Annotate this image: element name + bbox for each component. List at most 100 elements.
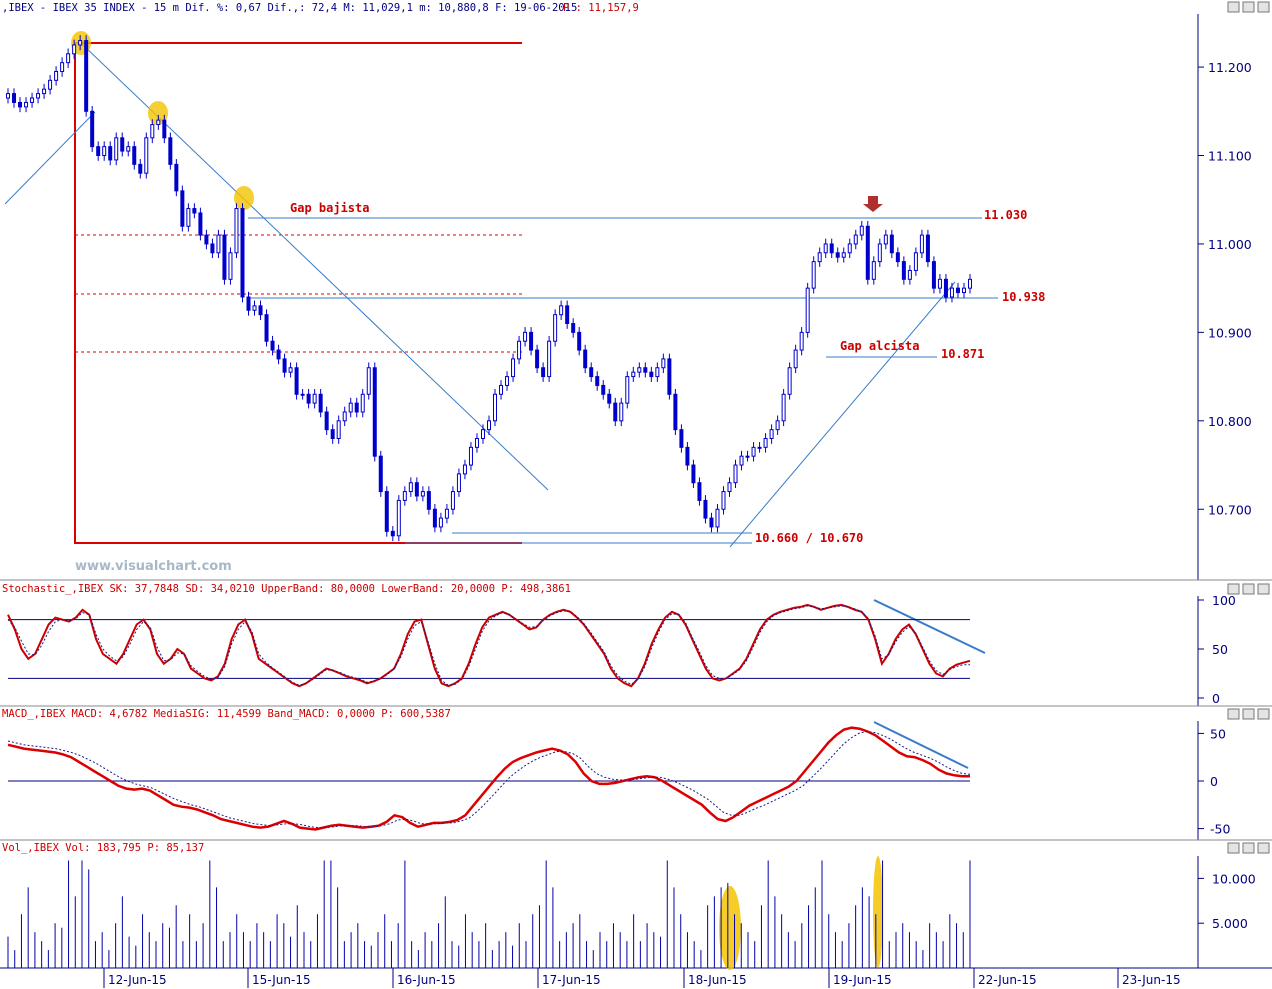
candle-body (541, 367, 546, 378)
candle-body (168, 137, 173, 165)
date-axis: 12-Jun-15 15-Jun-15 16-Jun-15 17-Jun-15 18-J… (103, 968, 1181, 988)
candle-body (294, 367, 299, 395)
candle-body (487, 420, 491, 431)
candle-body (823, 243, 828, 254)
candle-body (739, 455, 744, 466)
candle-body (673, 393, 678, 431)
candle-body (679, 429, 684, 448)
candle-body (390, 530, 395, 537)
candle-body (877, 243, 882, 263)
restore-icon[interactable] (1242, 842, 1255, 854)
candle-body (535, 349, 540, 369)
macd-window-buttons[interactable] (1227, 708, 1270, 720)
restore-icon[interactable] (1242, 583, 1255, 595)
candle-body (727, 482, 732, 493)
macd-series-signal (7, 730, 971, 829)
close-icon[interactable] (1257, 842, 1270, 854)
candle-body (108, 146, 113, 161)
candle-body (505, 376, 510, 386)
candle-body (48, 79, 53, 90)
minimize-icon[interactable] (1227, 583, 1240, 595)
candle-body (186, 208, 191, 227)
price-window-buttons[interactable] (1227, 1, 1270, 13)
date-tick-label: 18-Jun-15 (688, 973, 747, 987)
candle-body (757, 446, 762, 449)
candle-body (192, 208, 197, 214)
candle-body (697, 482, 702, 501)
candle-body (595, 376, 600, 386)
candle-body (282, 358, 287, 373)
candle-body (30, 97, 35, 103)
candle-body (625, 376, 630, 404)
candle-body (252, 305, 257, 311)
close-icon[interactable] (1257, 583, 1270, 595)
candle-body (462, 464, 467, 475)
candle-body (246, 296, 251, 311)
candle-body (204, 234, 209, 245)
candle-body (691, 464, 696, 484)
candle-body (264, 314, 269, 342)
candle-body (751, 446, 756, 457)
candle-body (763, 438, 768, 448)
level-11030-label: 11.030 (984, 208, 1027, 222)
candle-body (210, 243, 215, 254)
candle-body (66, 53, 71, 64)
minimize-icon[interactable] (1227, 842, 1240, 854)
vol-window-buttons[interactable] (1227, 842, 1270, 854)
stoch-divergence-line (873, 599, 986, 654)
candle-body (174, 163, 179, 192)
candle-body (829, 243, 834, 254)
candle-body (583, 349, 588, 369)
stochastic-plot: 100 50 0 (7, 593, 1236, 706)
candle-body (336, 420, 341, 439)
date-tick-label: 19-Jun-15 (833, 973, 892, 987)
level-10938-label: 10.938 (1002, 290, 1045, 304)
y-tick-label: 5.000 (1212, 916, 1248, 931)
y-tick-label: 10.800 (1208, 414, 1252, 429)
candle-body (529, 331, 534, 351)
y-tick-label: 50 (1212, 642, 1228, 657)
candle-body (655, 367, 660, 378)
candle-body (450, 491, 455, 510)
y-tick-label: 11.000 (1208, 237, 1252, 252)
candle-body (631, 371, 636, 378)
restore-icon[interactable] (1242, 1, 1255, 13)
candle-body (769, 429, 774, 439)
macd-divergence-line (873, 721, 969, 769)
date-tick-label: 16-Jun-15 (397, 973, 456, 987)
candle-body (661, 358, 666, 369)
minimize-icon[interactable] (1227, 708, 1240, 720)
candle-body (234, 208, 239, 254)
macd-series-macd (7, 726, 970, 831)
range-box (74, 42, 522, 544)
candle-body (955, 287, 960, 294)
y-tick-label: 10.900 (1208, 325, 1252, 340)
close-icon[interactable] (1257, 1, 1270, 13)
minimize-icon[interactable] (1227, 1, 1240, 13)
close-icon[interactable] (1257, 708, 1270, 720)
restore-icon[interactable] (1242, 708, 1255, 720)
candle-body (330, 429, 335, 439)
candle-body (96, 146, 101, 156)
candle-body (300, 393, 305, 396)
candle-body (162, 119, 167, 139)
candle-body (18, 101, 23, 108)
candle-body (805, 287, 810, 333)
stoch-window-buttons[interactable] (1227, 583, 1270, 595)
date-tick-label: 22-Jun-15 (978, 973, 1037, 987)
watermark: www.visualchart.com (75, 559, 232, 574)
candle-body (937, 278, 942, 289)
candle-body (354, 402, 359, 413)
candle-body (84, 40, 89, 112)
candle-body (144, 137, 149, 174)
candle-body (889, 234, 894, 254)
candle-body (324, 411, 329, 431)
candle-body (895, 252, 900, 263)
candle-body (511, 358, 516, 378)
candle-body (949, 287, 954, 298)
candle-body (270, 340, 275, 351)
candle-body (589, 367, 594, 378)
candle-body (685, 446, 690, 466)
candle-body (715, 508, 720, 528)
